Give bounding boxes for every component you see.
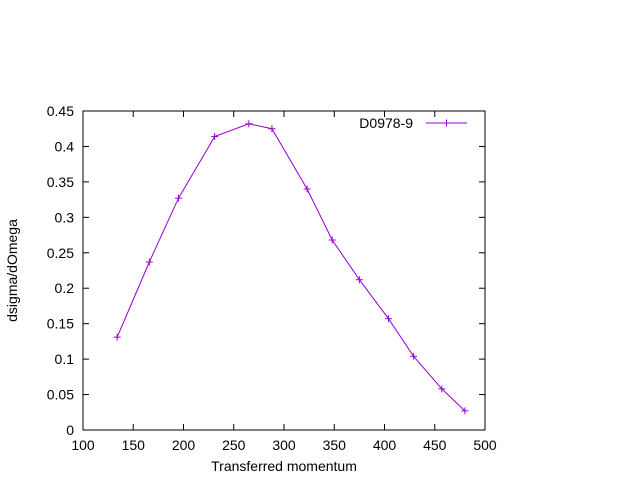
y-tick-label: 0.45 <box>47 103 74 119</box>
data-point <box>461 407 469 415</box>
data-point <box>355 276 363 284</box>
data-point <box>268 125 276 133</box>
x-axis-label: Transferred momentum <box>211 458 357 474</box>
legend-marker <box>443 119 450 127</box>
x-tick-label: 400 <box>373 437 397 453</box>
y-tick-label: 0.3 <box>55 209 75 225</box>
plot-frame <box>82 110 486 431</box>
y-tick-label: 0.35 <box>47 174 74 190</box>
data-point <box>438 385 446 393</box>
data-point <box>303 185 311 193</box>
x-tick-label: 350 <box>323 437 347 453</box>
data-point <box>328 236 336 244</box>
y-axis: 0 0.05 0.1 0.15 0.2 0.25 0.3 0.35 0.4 0.45 <box>47 103 485 438</box>
x-tick-label: 250 <box>222 437 246 453</box>
y-tick-label: 0 <box>66 422 74 438</box>
y-tick-label: 0.05 <box>47 387 74 403</box>
series <box>113 120 469 415</box>
data-point <box>245 120 253 128</box>
x-tick-label: 100 <box>71 437 95 453</box>
x-tick-label: 300 <box>272 437 296 453</box>
data-point <box>145 258 153 266</box>
data-point <box>385 315 393 323</box>
x-tick-label: 150 <box>122 437 146 453</box>
data-point <box>174 194 182 202</box>
y-tick-label: 0.4 <box>55 138 75 154</box>
legend-label: D0978-9 <box>359 115 413 131</box>
data-point <box>113 333 121 341</box>
y-tick-label: 0.15 <box>47 316 74 332</box>
plot-border <box>82 110 486 431</box>
legend: D0978-9 <box>359 115 467 131</box>
x-tick-label: 500 <box>473 437 497 453</box>
y-axis-label: dsigma/dOmega <box>4 219 20 322</box>
x-tick-label: 200 <box>172 437 196 453</box>
series-line <box>116 123 466 412</box>
x-axis: 100 150 200 250 300 350 400 450 500 <box>71 111 497 453</box>
y-tick-label: 0.25 <box>47 245 74 261</box>
y-tick-label: 0.1 <box>55 351 75 367</box>
y-tick-label: 0.2 <box>55 280 75 296</box>
data-point <box>410 352 418 360</box>
data-point <box>211 133 219 141</box>
x-tick-label: 450 <box>423 437 447 453</box>
